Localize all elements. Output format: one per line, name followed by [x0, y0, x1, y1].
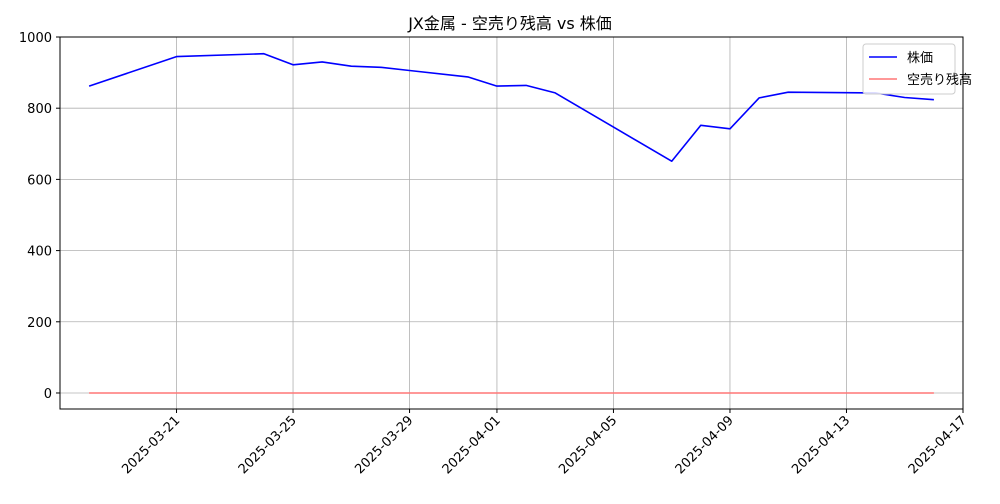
- legend-label: 株価: [907, 51, 933, 66]
- y-tick-label: 1000: [19, 31, 52, 46]
- y-tick-label: 0: [44, 387, 52, 402]
- y-tick-label: 800: [27, 102, 52, 117]
- legend-label: 空売り残高: [907, 72, 972, 88]
- y-tick-label: 200: [27, 316, 52, 331]
- y-tick-label: 600: [27, 173, 52, 188]
- chart-title: JX金属 - 空売り残高 vs 株価: [407, 14, 612, 33]
- y-tick-label: 400: [27, 245, 52, 260]
